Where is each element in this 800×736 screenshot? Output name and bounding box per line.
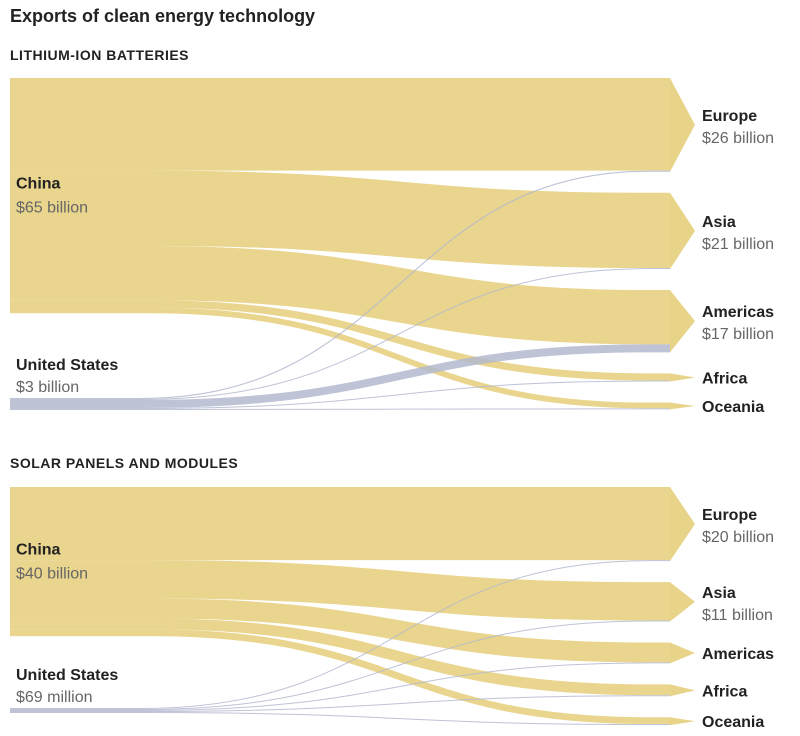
arrow-africa (670, 684, 695, 697)
target-label-europe: Europe (702, 108, 757, 125)
sankey-1 (10, 486, 695, 726)
flow-us-to-africa (10, 380, 670, 409)
target-value-europe: $20 billion (702, 529, 774, 546)
target-label-americas: Americas (702, 304, 774, 321)
target-label-americas: Americas (702, 646, 774, 663)
arrow-europe (670, 78, 695, 172)
source-label-china: China (16, 176, 61, 193)
flow-china-to-americas (10, 245, 670, 345)
flow-china-to-americas (10, 598, 670, 663)
target-value-asia: $21 billion (702, 236, 774, 253)
target-label-oceania: Oceania (702, 399, 764, 416)
arrow-africa (670, 373, 695, 382)
source-label-us: United States (16, 357, 118, 374)
arrow-europe (670, 487, 695, 562)
target-label-europe: Europe (702, 507, 757, 524)
target-label-asia: Asia (702, 585, 736, 602)
flow-china-to-oceania (10, 629, 670, 725)
flow-china-to-oceania (10, 307, 670, 409)
arrow-asia (670, 192, 695, 270)
target-label-africa: Africa (702, 370, 747, 387)
flow-us-to-europe (10, 560, 670, 709)
source-value-us: $69 million (16, 689, 92, 706)
flow-china-to-africa (10, 300, 670, 381)
target-value-europe: $26 billion (702, 130, 774, 147)
arrow-oceania (670, 402, 695, 410)
flow-china-to-asia (10, 560, 670, 621)
arrow-oceania (670, 717, 695, 726)
chart-subtitle: LITHIUM-ION BATTERIES (10, 47, 189, 63)
arrow-asia (670, 582, 695, 622)
source-value-us: $3 billion (16, 379, 79, 396)
flow-us-to-americas (10, 344, 670, 408)
target-value-asia: $11 billion (702, 607, 773, 624)
flow-us-to-africa (10, 695, 670, 712)
target-label-africa: Africa (702, 683, 747, 700)
source-value-china: $40 billion (16, 566, 88, 583)
flow-us-to-asia (10, 268, 670, 401)
flow-us-to-oceania (10, 408, 670, 410)
target-value-americas: $17 billion (702, 326, 774, 343)
target-label-oceania: Oceania (702, 714, 764, 731)
flow-china-to-africa (10, 618, 670, 696)
flow-us-to-americas (10, 662, 670, 711)
flow-us-to-oceania (10, 712, 670, 726)
target-label-asia: Asia (702, 214, 736, 231)
arrow-americas (670, 642, 695, 664)
arrow-americas (670, 290, 695, 353)
flow-china-to-asia (10, 170, 670, 269)
source-value-china: $65 billion (16, 200, 88, 217)
flow-us-to-asia (10, 620, 670, 710)
source-label-us: United States (16, 667, 118, 684)
chart-title: Exports of clean energy technology (10, 6, 316, 26)
flow-us-to-europe (10, 170, 670, 400)
chart-subtitle: SOLAR PANELS AND MODULES (10, 455, 238, 471)
sankey-0 (10, 77, 695, 410)
source-label-china: China (16, 542, 61, 559)
